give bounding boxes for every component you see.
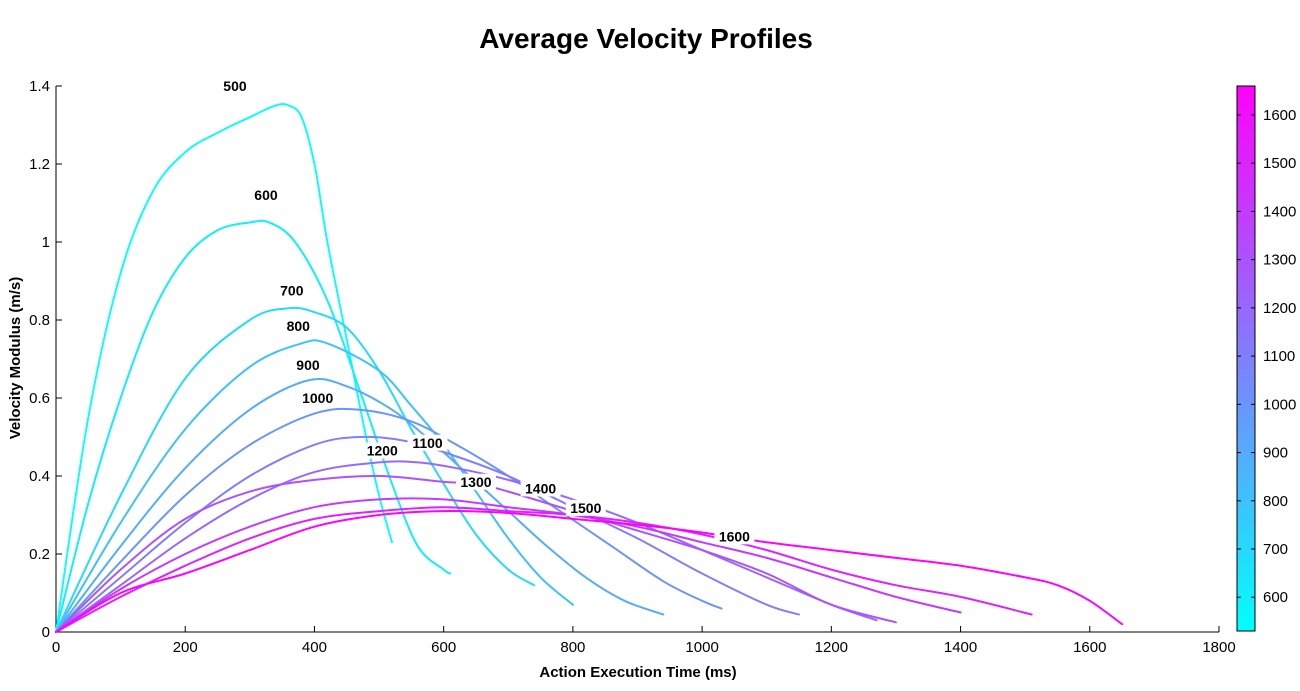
velocity-curve-1500 [55,506,1033,633]
curve-label-bg [565,499,606,516]
curve-label-1000: 1000 [302,390,333,406]
y-tick-label: 0.4 [29,468,50,485]
velocity-curve-1100 [55,435,800,633]
curve-label-800: 800 [287,318,311,334]
velocity-curve-700 [55,306,536,633]
colorbar-tick-label: 800 [1263,493,1288,510]
x-axis-label: Action Execution Time (ms) [539,664,736,681]
velocity-curve-1200 [55,460,878,633]
curve-label-1500: 1500 [570,500,601,516]
axes: 0 200 400 600 800 1000 1200 1400 1600 180000.20.4… [29,78,1236,656]
curve-label-1300: 1300 [460,474,491,490]
colorbar-tick-label: 1600 [1263,107,1296,124]
curve-label-bg [297,389,338,406]
y-axis-label: Velocity Modulus (m/s) [7,277,24,440]
velocity-curve-800 [55,339,574,633]
colorbar-tick-label: 1100 [1263,348,1295,365]
curve-label-1600: 1600 [719,528,750,544]
curve-label-bg [362,442,403,459]
curve-label-bg [520,480,561,497]
curve-labels: 500 600 700 800 900 1000 1100 1200 1300 1400 1500 1… [214,77,755,545]
curve-label-bg [287,356,328,373]
colorbar-frame [1236,85,1256,632]
y-tick-label: 0 [42,624,50,641]
colorbar-tick-label: 900 [1263,445,1288,462]
curve-label-bg [214,77,255,94]
x-tick-label: 800 [560,639,585,656]
velocity-curve-1600 [55,510,1124,633]
colorbar-tick-label: 600 [1263,589,1288,606]
curve-label-500: 500 [223,78,247,94]
velocity-curve-600 [55,219,452,633]
colorbar-tick-label: 700 [1263,541,1288,558]
colorbar-tick-label: 1300 [1263,252,1296,269]
curve-label-1400: 1400 [525,480,556,496]
x-tick-label: 0 [52,639,60,656]
colorbar-tick-label: 1000 [1263,396,1296,413]
curve-label-1200: 1200 [367,443,398,459]
x-tick-label: 200 [173,639,198,656]
velocity-curve-500 [55,103,393,633]
x-tick-label: 600 [431,639,456,656]
x-tick-label: 1800 [1202,639,1235,656]
curve-label-bg [271,282,312,299]
y-tick-label: 1.2 [29,156,50,173]
velocity-curve-900 [55,377,665,633]
y-tick-label: 0.6 [29,390,50,407]
velocity-curve-1000 [55,407,723,633]
curve-label-900: 900 [296,357,320,373]
curve-label-bg [714,528,755,545]
y-tick-label: 0.2 [29,546,50,563]
plot-area: 0 200 400 600 800 1000 1200 1400 1600 180000.20.4… [29,77,1236,656]
velocity-curve-1400 [55,497,962,633]
x-tick-label: 1400 [944,639,977,656]
colorbar-tick-label: 1400 [1263,203,1296,220]
colorbar-tick-label: 1500 [1263,155,1296,172]
x-tick-label: 400 [302,639,327,656]
y-tick-label: 1 [42,234,50,251]
chart-title: Average Velocity Profiles [479,23,813,54]
colorbar-gradient [1237,86,1255,631]
curve-label-bg [245,187,286,204]
curve-label-bg [278,317,319,334]
colorbar: 600 700 800 900 1000 1100 1200 1300 1400 1500 1600 [1236,85,1296,632]
x-tick-label: 1200 [815,639,848,656]
curve-label-1100: 1100 [412,435,443,451]
y-tick-label: 1.4 [29,78,50,95]
colorbar-tick-label: 1200 [1263,300,1296,317]
curve-label-bg [455,473,496,490]
curve-label-700: 700 [280,283,304,299]
curves [55,103,1124,633]
curve-label-600: 600 [254,187,278,203]
curve-label-bg [407,434,448,451]
x-tick-label: 1000 [685,639,718,656]
x-tick-label: 1600 [1073,639,1106,656]
y-tick-label: 0.8 [29,312,50,329]
